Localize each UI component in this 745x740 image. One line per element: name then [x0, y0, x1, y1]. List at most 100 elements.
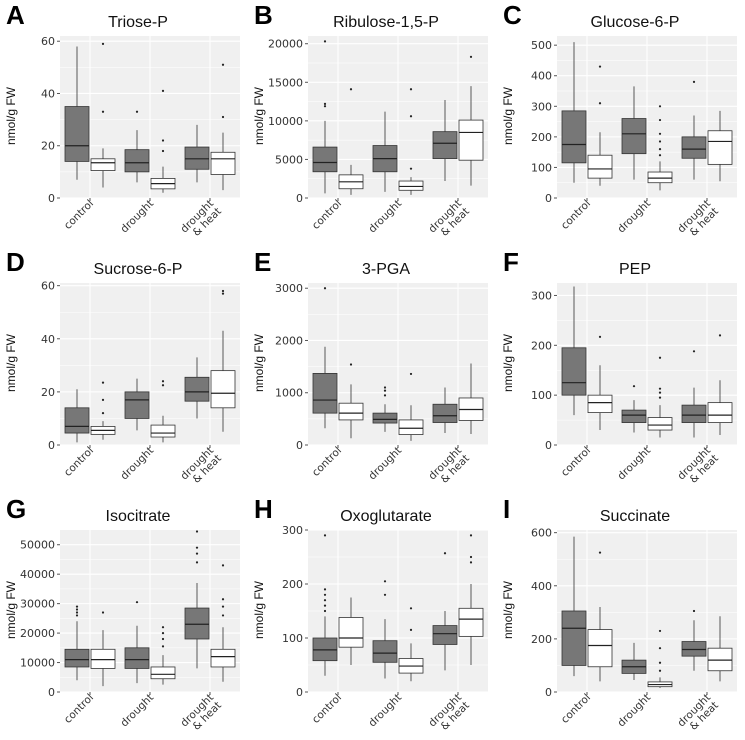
chart-title: Triose-P: [108, 14, 168, 31]
y-tick-label: 300: [531, 100, 552, 113]
boxplot-gray-2: [184, 530, 210, 669]
y-tick-label: 60: [41, 35, 55, 48]
outlier-point: [323, 105, 327, 108]
y-tick-label: 40000: [20, 568, 55, 581]
boxplot-white-0: [587, 335, 613, 431]
outlier-point: [658, 629, 662, 633]
chart-title: Oxoglutarate: [340, 508, 432, 525]
outlier-point: [221, 605, 225, 608]
boxplot-gray-0: [64, 605, 90, 681]
outlier-point: [195, 552, 199, 555]
x-tick-label-group: drought: [615, 445, 653, 483]
panel-label: C: [503, 0, 522, 30]
x-tick-label-group: drought: [118, 445, 156, 483]
chart-panel-B: 0 5000 10000 15000 20000 control drought drough…: [248, 0, 496, 246]
outlier-point: [323, 609, 327, 613]
boxplot-gray-2: [432, 100, 458, 182]
outlier-point: [383, 389, 387, 392]
boxplot-white-0: [90, 611, 116, 687]
y-tick-label: 1000: [275, 387, 303, 400]
boxplot-gray-2: [432, 552, 458, 671]
boxplot-gray-1: [621, 642, 647, 681]
outlier-point: [632, 385, 636, 388]
panel-label: G: [6, 494, 27, 524]
chart-panel-C: 0 100 200 300 400 500 control drought drought & h…: [497, 0, 745, 246]
box: [707, 647, 733, 672]
outlier-point: [161, 380, 165, 383]
chart-panel-D: 0 20 40 60 control drought drought & heat D Sucro…: [0, 247, 248, 493]
x-tick-label-group: control: [310, 445, 344, 479]
x-tick-label-group: drought& heat: [178, 692, 223, 733]
boxplot-gray-2: [184, 124, 210, 183]
y-tick-label: 5000: [275, 153, 303, 166]
x-tick-label-group: control: [310, 692, 344, 726]
boxplot-white-1: [647, 629, 673, 689]
outlier-point: [323, 102, 327, 105]
outlier-point: [349, 88, 353, 91]
y-tick-label: 0: [296, 686, 303, 699]
y-tick-label: 0: [545, 439, 552, 452]
box: [398, 419, 424, 435]
boxplot-white-0: [90, 42, 116, 188]
box: [621, 118, 647, 155]
y-tick-label: 20: [41, 386, 55, 399]
box: [647, 417, 673, 431]
outlier-point: [195, 530, 199, 533]
box: [124, 149, 150, 173]
outlier-point: [161, 637, 165, 641]
y-tick-label: 0: [48, 439, 55, 452]
x-tick-label-group: control: [310, 198, 344, 232]
x-tick-label-group: control: [559, 692, 593, 726]
x-tick-label-group: drought& heat: [426, 198, 471, 239]
y-tick-label: 0: [545, 686, 552, 699]
y-tick-label: 400: [531, 580, 552, 593]
outlier-point: [75, 605, 79, 608]
y-tick-label: 40: [41, 333, 55, 346]
boxplot-white-2: [458, 363, 484, 435]
boxplot-gray-1: [124, 601, 150, 684]
outlier-point: [75, 611, 79, 614]
outlier-point: [692, 609, 696, 613]
y-tick-label: 60: [41, 280, 55, 293]
outlier-point: [349, 363, 353, 366]
chart-title: Ribulose-1,5-P: [333, 14, 439, 31]
outlier-point: [469, 555, 473, 559]
outlier-point: [221, 614, 225, 617]
outlier-point: [598, 102, 602, 105]
boxplot-white-1: [398, 372, 424, 441]
y-axis-label: nmol/g FW: [252, 581, 266, 640]
outlier-point: [658, 154, 662, 157]
y-tick-label: 0: [296, 439, 303, 452]
outlier-point: [443, 552, 447, 555]
boxplot-white-0: [338, 363, 364, 439]
outlier-point: [383, 386, 387, 389]
outlier-point: [101, 412, 105, 415]
x-tick-label: control: [62, 692, 96, 726]
outlier-point: [323, 40, 327, 43]
chart-panel-F: 0 100 200 300 control drought drought & heat F PE…: [497, 247, 745, 493]
box: [150, 666, 176, 680]
outlier-point: [469, 55, 473, 58]
boxplot-gray-1: [372, 111, 398, 192]
boxplot-gray-1: [621, 385, 647, 433]
outlier-point: [195, 546, 199, 549]
boxplot-gray-2: [184, 357, 210, 419]
box: [707, 130, 733, 165]
y-axis-label: nmol/g FW: [4, 87, 18, 146]
outlier-point: [161, 626, 165, 629]
x-tick-label: control: [559, 692, 593, 726]
y-tick-label: 200: [531, 339, 552, 352]
outlier-point: [221, 598, 225, 601]
y-axis-label: nmol/g FW: [252, 334, 266, 393]
y-tick-label: 400: [531, 70, 552, 83]
outlier-point: [469, 561, 473, 564]
x-tick-label-group: control: [62, 198, 96, 232]
boxplot-gray-1: [124, 110, 150, 183]
panel-label: H: [254, 494, 273, 524]
boxplot-white-1: [398, 88, 424, 195]
outlier-point: [658, 140, 662, 143]
outlier-point: [221, 289, 225, 293]
y-axis-label: nmol/g FW: [4, 581, 18, 640]
outlier-point: [658, 661, 662, 664]
y-tick-label: 300: [531, 289, 552, 302]
